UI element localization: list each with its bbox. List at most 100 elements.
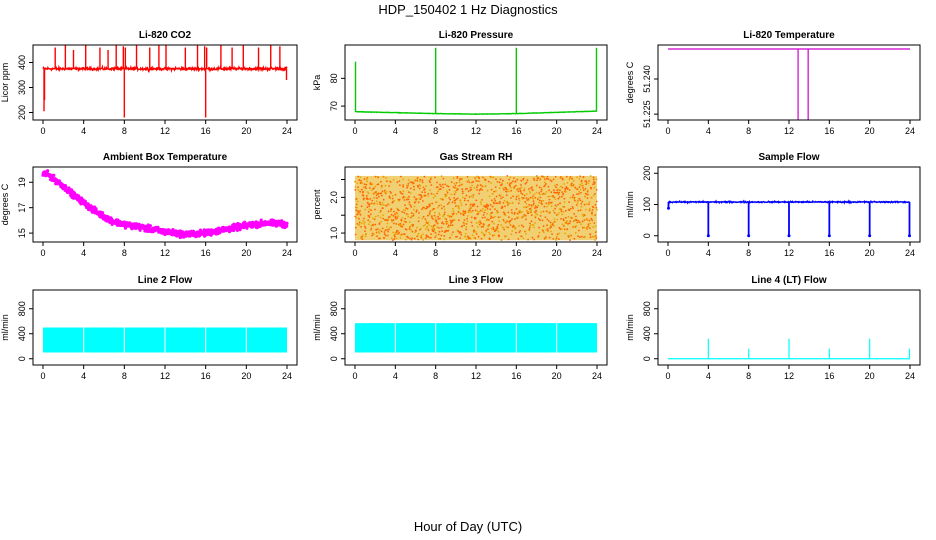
data-point — [497, 216, 500, 219]
x-tick-label: 12 — [784, 126, 794, 136]
data-point — [586, 190, 589, 193]
data-point — [594, 203, 597, 206]
data-point — [363, 183, 366, 186]
data-point — [509, 224, 512, 227]
data-point — [481, 188, 483, 191]
x-tick-label: 24 — [282, 371, 292, 381]
data-point — [554, 175, 557, 178]
data-point — [138, 228, 142, 232]
y-tick-label: 0 — [642, 356, 652, 361]
data-point — [524, 200, 527, 203]
data-layer — [354, 175, 598, 242]
data-point — [520, 184, 522, 186]
data-point — [568, 189, 571, 191]
data-point — [388, 203, 390, 206]
data-point — [568, 234, 570, 237]
panel-title: Line 3 Flow — [449, 275, 504, 286]
data-layer — [43, 327, 287, 353]
data-point — [579, 188, 582, 191]
data-point — [464, 212, 467, 215]
data-point — [537, 177, 540, 180]
data-point — [481, 207, 484, 210]
data-point — [454, 186, 456, 189]
data-point — [401, 225, 404, 228]
data-point — [466, 215, 469, 217]
data-point — [395, 231, 398, 234]
data-point — [357, 189, 360, 192]
data-point — [587, 193, 589, 196]
data-point — [419, 198, 422, 201]
data-point — [514, 184, 517, 187]
data-point — [503, 228, 506, 231]
data-point — [563, 225, 565, 227]
data-point — [585, 183, 587, 186]
data-point — [504, 205, 506, 208]
data-point — [447, 224, 450, 227]
data-point — [508, 222, 511, 224]
data-point — [525, 206, 528, 209]
x-tick-label: 20 — [865, 371, 875, 381]
data-point — [379, 216, 382, 219]
data-point — [410, 238, 413, 241]
data-point — [573, 196, 576, 199]
data-point — [436, 226, 439, 229]
data-point — [554, 198, 557, 201]
data-layer — [42, 45, 288, 118]
data-point — [553, 224, 555, 227]
data-point — [375, 194, 378, 197]
data-point — [566, 220, 568, 222]
data-point — [379, 237, 381, 240]
data-point — [410, 206, 413, 208]
data-point — [385, 191, 388, 193]
x-tick-label: 8 — [122, 371, 127, 381]
data-point — [580, 179, 583, 182]
data-point — [585, 180, 588, 182]
data-point — [361, 234, 364, 237]
data-point — [357, 186, 359, 189]
data-point — [594, 225, 597, 228]
data-point — [439, 183, 441, 186]
data-point — [401, 224, 403, 227]
data-point — [578, 190, 580, 193]
data-point — [392, 214, 395, 217]
data-point — [534, 196, 537, 199]
data-point — [548, 236, 551, 239]
data-point — [491, 234, 494, 237]
x-tick-label: 20 — [241, 126, 251, 136]
data-point — [475, 186, 478, 189]
data-point — [361, 188, 363, 191]
data-point — [429, 178, 432, 181]
data-point — [532, 195, 534, 197]
data-point — [594, 214, 597, 217]
data-point — [540, 188, 543, 191]
data-point — [544, 184, 546, 187]
data-point — [484, 209, 487, 212]
data-point — [429, 202, 432, 205]
x-tick-label: 12 — [784, 371, 794, 381]
data-point — [403, 209, 405, 212]
data-point — [563, 228, 566, 231]
data-point — [379, 209, 382, 212]
data-point — [554, 207, 556, 210]
data-point — [408, 221, 411, 224]
data-point — [401, 193, 404, 195]
data-point — [528, 190, 531, 193]
data-point — [529, 196, 532, 199]
data-point — [362, 186, 365, 189]
data-point — [537, 218, 540, 220]
data-point — [361, 238, 364, 241]
data-point — [494, 200, 497, 202]
data-point — [490, 188, 493, 191]
data-point — [360, 180, 362, 182]
y-axis-label: ml/min — [625, 314, 635, 341]
data-point — [550, 180, 553, 183]
data-point — [359, 210, 361, 212]
data-point — [493, 202, 496, 205]
x-tick-label: 0 — [665, 248, 670, 258]
x-tick-label: 4 — [81, 248, 86, 258]
data-point — [589, 227, 591, 230]
panel-2: Li-820 Pressure kPa 0 4 8 12 16 20 24 70 80 — [312, 30, 608, 136]
dip-point — [787, 234, 791, 238]
data-point — [472, 196, 474, 199]
data-point — [407, 182, 410, 185]
